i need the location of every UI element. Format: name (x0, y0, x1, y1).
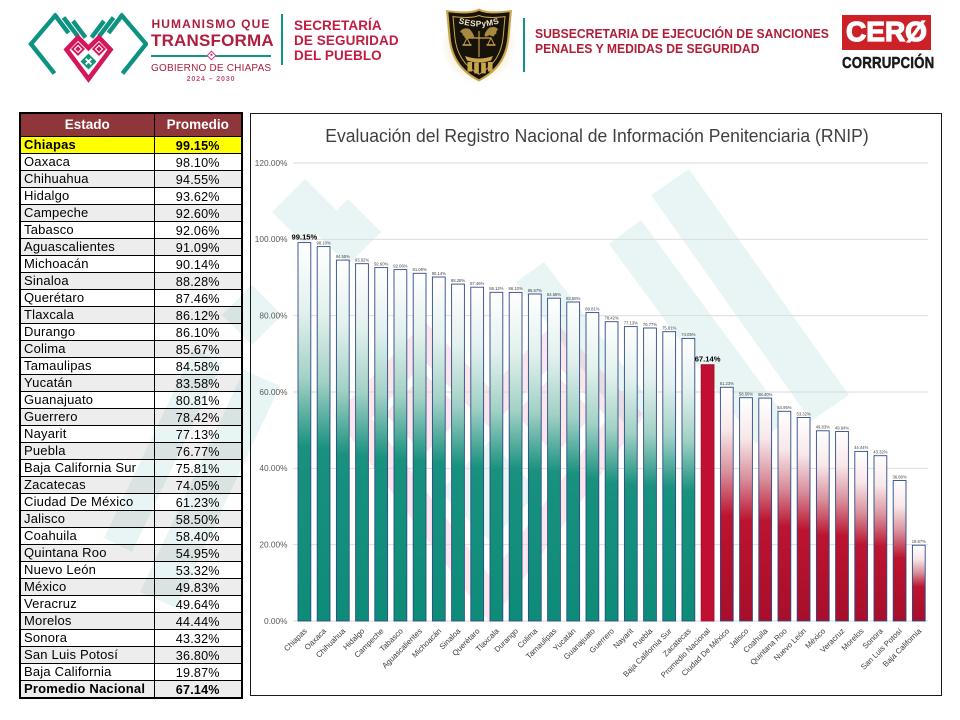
svg-text:49.64%: 49.64% (835, 425, 849, 430)
svg-text:20.00%: 20.00% (259, 540, 288, 550)
svg-text:61.23%: 61.23% (720, 381, 734, 386)
svg-text:78.42%: 78.42% (604, 316, 618, 321)
svg-text:88.28%: 88.28% (451, 278, 465, 283)
svg-text:58.40%: 58.40% (758, 392, 772, 397)
svg-text:67.14%: 67.14% (695, 355, 721, 364)
svg-text:90.14%: 90.14% (432, 271, 446, 276)
svg-text:77.13%: 77.13% (624, 320, 638, 325)
svg-text:86.10%: 86.10% (508, 286, 522, 291)
svg-text:49.83%: 49.83% (816, 425, 830, 430)
svg-text:75.81%: 75.81% (662, 326, 676, 331)
svg-text:74.05%: 74.05% (681, 332, 695, 337)
svg-text:36.80%: 36.80% (892, 474, 906, 479)
svg-text:80.81%: 80.81% (585, 306, 599, 311)
svg-text:98.10%: 98.10% (316, 240, 330, 245)
svg-text:93.62%: 93.62% (355, 258, 369, 263)
svg-text:99.15%: 99.15% (292, 233, 318, 242)
svg-text:120.00%: 120.00% (255, 158, 288, 168)
svg-text:58.50%: 58.50% (739, 392, 753, 397)
svg-text:83.58%: 83.58% (566, 296, 580, 301)
svg-text:40.00%: 40.00% (259, 463, 288, 473)
svg-text:91.09%: 91.09% (412, 267, 426, 272)
svg-text:80.00%: 80.00% (259, 311, 288, 321)
svg-text:Nayarit: Nayarit (611, 626, 635, 650)
svg-text:76.77%: 76.77% (643, 322, 657, 327)
svg-text:53.32%: 53.32% (796, 411, 810, 416)
svg-text:44.44%: 44.44% (854, 445, 868, 450)
svg-text:SESPyMS: SESPyMS (458, 16, 501, 28)
svg-text:92.06%: 92.06% (393, 263, 407, 268)
svg-text:100.00%: 100.00% (255, 234, 288, 244)
svg-text:85.67%: 85.67% (528, 288, 542, 293)
svg-text:0.00%: 0.00% (264, 616, 288, 626)
svg-text:86.12%: 86.12% (489, 286, 503, 291)
svg-text:92.60%: 92.60% (374, 261, 388, 266)
svg-text:87.46%: 87.46% (470, 281, 484, 286)
svg-text:94.55%: 94.55% (336, 254, 350, 259)
svg-text:54.95%: 54.95% (777, 405, 791, 410)
svg-text:43.32%: 43.32% (873, 450, 887, 455)
svg-text:84.58%: 84.58% (547, 292, 561, 297)
svg-text:60.00%: 60.00% (259, 387, 288, 397)
svg-text:19.87%: 19.87% (912, 539, 926, 544)
